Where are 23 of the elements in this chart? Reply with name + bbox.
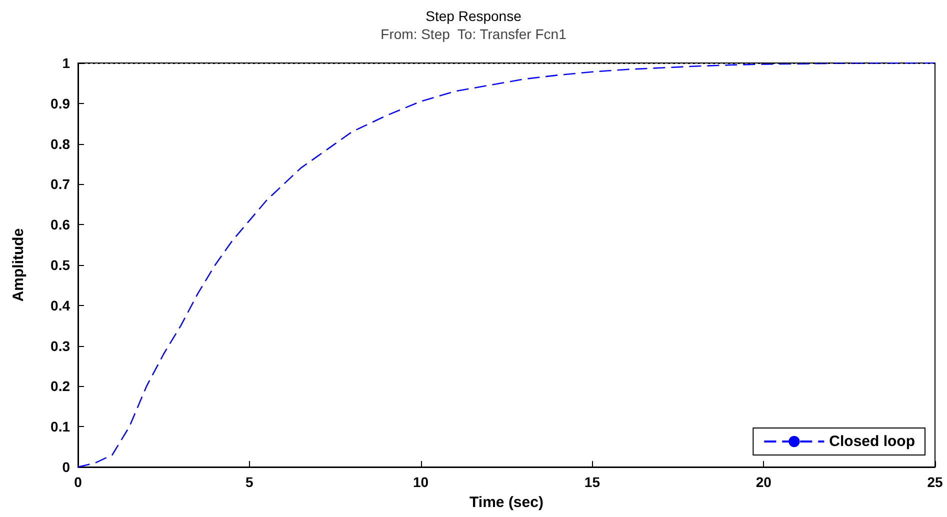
x-tick-label: 25 [927,474,943,490]
x-tick-label: 15 [584,474,600,490]
chart-subtitle: From: Step To: Transfer Fcn1 [380,26,567,42]
x-tick-label: 20 [756,474,772,490]
y-tick-label: 1 [62,55,70,71]
x-axis-title: Time (sec) [470,494,544,511]
y-tick-label: 0.4 [50,297,70,314]
y-tick-label: 0.9 [50,95,70,112]
x-tick-label: 10 [413,474,429,490]
y-axis-title: Amplitude [10,228,27,302]
x-tick-label: 5 [246,474,254,490]
y-tick-label: 0.7 [50,176,70,192]
legend-label: Closed loop [829,433,916,450]
y-tick-label: 0.8 [50,136,70,152]
y-tick-label: 0.3 [50,338,70,354]
line-series [77,62,936,468]
y-tick-label: 0.6 [50,216,70,233]
x-tick-label: 0 [74,474,82,490]
y-tick-label: 0.1 [50,418,70,435]
y-tick-label: 0 [62,459,70,475]
y-tick-label: 0.5 [50,257,70,273]
chart-title: Step Response [426,8,522,24]
y-tick-label: 0.2 [50,378,70,394]
